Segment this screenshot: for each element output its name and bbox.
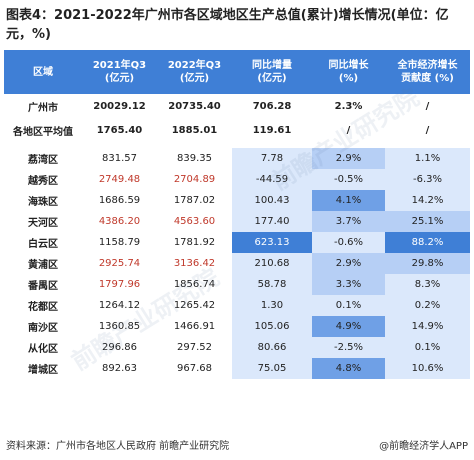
table-row: 越秀区 2749.48 2704.89 -44.59 -0.5% -6.3% (4, 169, 470, 190)
table-row: 番禺区 1797.96 1856.74 58.78 3.3% 8.3% (4, 274, 470, 295)
table-row: 荔湾区 831.57 839.35 7.78 2.9% 1.1% (4, 148, 470, 169)
table-row: 海珠区 1686.59 1787.02 100.43 4.1% 14.2% (4, 190, 470, 211)
chart-title: 图表4：2021-2022年广州市各区域地区生产总值(累计)增长情况(单位：亿元… (6, 8, 449, 42)
table-row: 天河区 4386.20 4563.60 177.40 3.7% 25.1% (4, 211, 470, 232)
header-2022q3: 2022年Q3 (亿元) (157, 50, 232, 94)
source-note: 资料来源：广州市各地区人民政府 前瞻产业研究院 (6, 441, 230, 452)
table-row: 花都区 1264.12 1265.42 1.30 0.1% 0.2% (4, 295, 470, 316)
table-row: 增城区 892.63 967.68 75.05 4.8% 10.6% (4, 358, 470, 379)
header-contribution: 全市经济增长 贡献度 (%) (385, 50, 470, 94)
gdp-table: 区域 2021年Q3 (亿元) 2022年Q3 (亿元) 同比增量 (亿元) 同比增长… (4, 50, 470, 379)
table-row: 南沙区 1360.85 1466.91 105.06 4.9% 14.9% (4, 316, 470, 337)
brand-label: @前瞻经济学人APP (379, 441, 468, 452)
header-yoy-increment: 同比增量 (亿元) (232, 50, 312, 94)
header-2021q3: 2021年Q3 (亿元) (82, 50, 157, 94)
table-row-guangzhou: 广州市 20029.12 20735.40 706.28 2.3% / (28, 100, 430, 114)
table-row: 黄浦区 2925.74 3136.42 210.68 2.9% 29.8% (4, 253, 470, 274)
table-row: 白云区 1158.79 1781.92 623.13 -0.6% 88.2% (4, 232, 470, 253)
table-row: 从化区 296.86 297.52 80.66 -2.5% 0.1% (4, 337, 470, 358)
table-row-average: 各地区平均值 1765.40 1885.01 119.61 / / (13, 124, 430, 138)
header-region: 区域 (4, 50, 82, 94)
header-yoy-growth: 同比增长 (%) (312, 50, 385, 94)
